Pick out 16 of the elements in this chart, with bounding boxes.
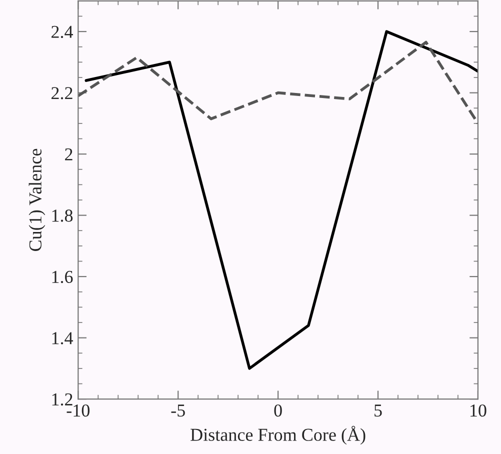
y-tick-label: 1.8 [52,210,73,222]
line-series [78,40,478,125]
y-tick-label: 1.2 [52,393,72,406]
y-tick-label: 2.2 [52,87,72,100]
x-tick-label: 10 [470,404,486,417]
y-tick-label: 2.4 [52,26,74,38]
line-series [84,30,478,370]
x-tick-label: -10 [66,404,90,417]
y-tick-label: 2 [65,148,72,160]
x-tick-label: -5 [171,404,185,417]
x-axis-title: Distance From Core (Å) [190,426,366,445]
y-tick-label: 1.6 [52,270,73,284]
x-tick-label: 0 [274,404,282,417]
y-axis-title: Cu(1) Valence [28,148,46,251]
x-tick-label: 5 [374,404,382,417]
y-tick-label: 1.4 [52,332,74,344]
